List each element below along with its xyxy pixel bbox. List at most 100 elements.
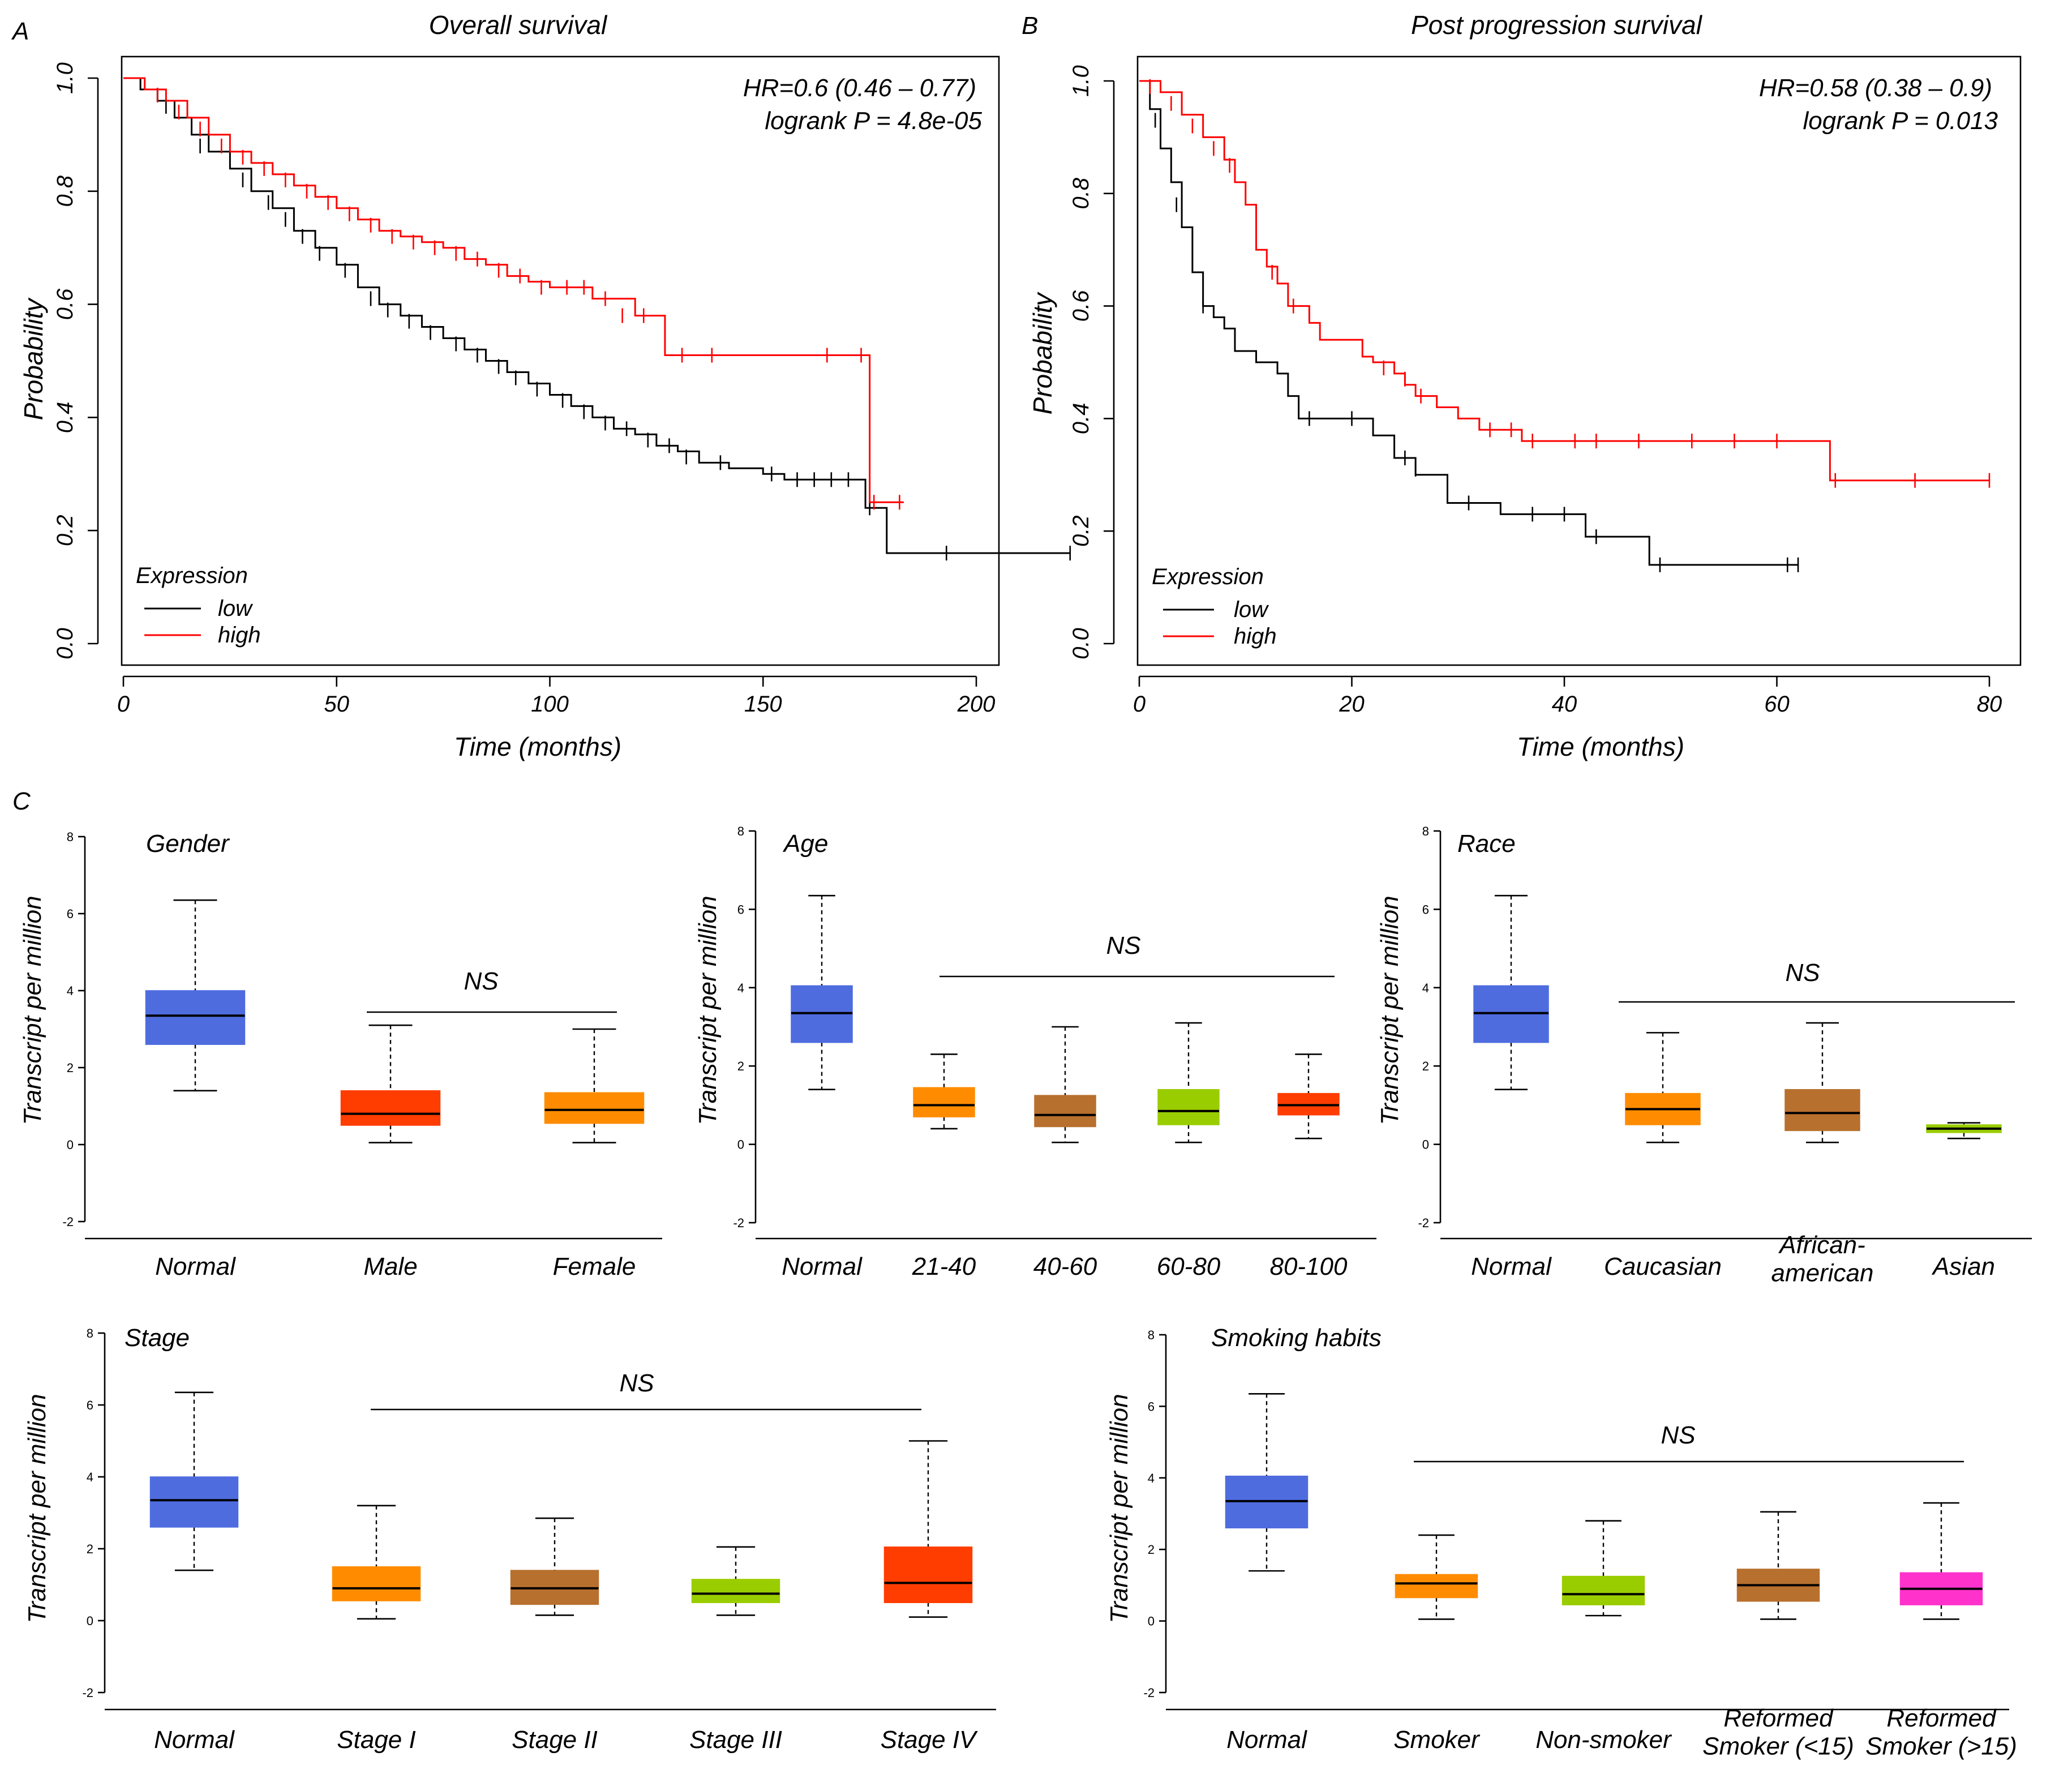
category-label: Smoker	[1393, 1726, 1481, 1754]
category-label: Normal	[154, 1726, 235, 1754]
chart-title: Overall survival	[429, 10, 608, 40]
category-label: Asian	[1931, 1253, 1995, 1280]
panel-label-c: C	[12, 787, 31, 815]
y-tick-label: 4	[67, 984, 74, 998]
y-tick-label: 0	[1422, 1138, 1429, 1152]
box-21-40	[913, 1087, 975, 1117]
y-tick-label: 0.8	[53, 175, 78, 207]
km-curve-low	[1139, 80, 1799, 566]
y-tick-label: -2	[733, 1216, 744, 1230]
chart-title: Post progression survival	[1411, 10, 1703, 40]
panel-label-a: A	[11, 18, 29, 45]
y-tick-label: 6	[1422, 902, 1429, 916]
logrank-annotation: logrank P = 4.8e-05	[765, 107, 982, 135]
boxplot-smoking-habits: Smoking habits NS Transcript per million…	[1105, 1324, 2017, 1760]
box-female	[544, 1092, 645, 1124]
x-tick-label: 50	[324, 692, 350, 717]
category-label: 60-80	[1157, 1253, 1221, 1280]
y-axis-label: Probability	[1028, 292, 1057, 415]
box-smoker	[1395, 1574, 1478, 1599]
category-label: Normal	[155, 1253, 236, 1280]
chart-title: Gender	[146, 830, 230, 858]
y-tick-label: 0.6	[53, 288, 78, 320]
plot-frame	[1136, 55, 2022, 666]
y-tick-label: 4	[87, 1470, 93, 1484]
km-curve-high	[123, 77, 904, 503]
x-axis-label: Time (months)	[454, 732, 621, 761]
x-tick-label: 0	[1133, 692, 1146, 717]
y-axis-label: Transcript per million	[1376, 896, 1404, 1125]
box-stage-i	[332, 1566, 421, 1601]
y-tick-label: -2	[1418, 1216, 1429, 1230]
y-tick-label: 0.4	[53, 402, 78, 434]
y-tick-label: -2	[62, 1215, 74, 1229]
box-60-80	[1157, 1089, 1220, 1125]
category-label: Normal	[1471, 1253, 1552, 1280]
legend-label-high: high	[1234, 624, 1277, 649]
legend-label-low: low	[1234, 597, 1269, 622]
x-tick-label: 150	[744, 692, 782, 717]
hr-annotation: HR=0.58 (0.38 – 0.9)	[1759, 74, 1992, 102]
y-tick-label: 4	[737, 981, 744, 995]
y-tick-label: 6	[737, 902, 744, 916]
significance-label: NS	[1106, 932, 1140, 959]
boxplot-age: Age NS Transcript per million -2 0 2 4 6 8 Nor…	[694, 824, 1376, 1280]
boxplot-stage: Stage NS Transcript per million -2 0 2 4 6 8 N…	[23, 1324, 996, 1754]
logrank-annotation: logrank P = 0.013	[1803, 107, 1998, 135]
box-male	[340, 1090, 441, 1126]
category-label: African-american	[1771, 1231, 1874, 1287]
km-plot-post-progression-survival: Post progression survival HR=0.58 (0.38 …	[1028, 10, 2022, 761]
y-tick-label: 1.0	[53, 62, 78, 94]
x-tick-label: 20	[1339, 692, 1365, 717]
x-tick-label: 0	[117, 692, 130, 717]
legend-title: Expression	[1152, 564, 1264, 589]
legend-label-high: high	[218, 623, 261, 648]
y-tick-label: 6	[87, 1398, 93, 1412]
y-tick-label: -2	[82, 1686, 93, 1700]
x-tick-label: 60	[1764, 692, 1790, 717]
y-axis-label: Transcript per million	[1105, 1394, 1133, 1623]
y-tick-label: 0	[737, 1138, 744, 1152]
legend-label-low: low	[218, 596, 254, 621]
category-label: Female	[553, 1253, 636, 1280]
y-tick-label: 8	[1422, 824, 1429, 838]
y-axis-label: Transcript per million	[19, 896, 46, 1125]
y-tick-label: 0.8	[1069, 177, 1093, 209]
x-tick-label: 40	[1552, 692, 1577, 717]
box-stage-iii	[691, 1579, 780, 1604]
category-label: Stage I	[337, 1726, 415, 1754]
box-stage-iv	[883, 1546, 973, 1603]
category-label: Reformed Smoker (>15)	[1865, 1704, 2017, 1760]
y-tick-label: 0	[1148, 1614, 1155, 1629]
x-tick-label: 200	[957, 692, 996, 717]
y-tick-label: 2	[87, 1542, 93, 1556]
y-tick-label: 8	[737, 824, 744, 838]
category-label: Stage IV	[881, 1726, 978, 1754]
y-tick-label: 8	[87, 1326, 93, 1340]
category-label: Normal	[1226, 1726, 1307, 1754]
category-label: 21-40	[912, 1253, 976, 1280]
y-tick-label: 0.4	[1069, 403, 1093, 435]
y-tick-label: 0.6	[1069, 290, 1093, 322]
category-label: 80-100	[1269, 1253, 1348, 1280]
panel-label-b: B	[1022, 12, 1038, 40]
y-tick-label: 6	[1148, 1399, 1155, 1413]
box-african-american	[1784, 1089, 1860, 1132]
y-tick-label: -2	[1143, 1686, 1155, 1700]
y-tick-label: 2	[737, 1059, 744, 1073]
y-tick-label: 2	[1148, 1543, 1155, 1557]
box-normal	[145, 990, 246, 1045]
y-tick-label: 4	[1148, 1471, 1155, 1485]
y-tick-label: 0	[67, 1138, 74, 1152]
chart-title: Race	[1457, 830, 1516, 858]
km-plot-overall-survival: Overall survival HR=0.6 (0.46 – 0.77) lo…	[19, 10, 1071, 761]
category-label: Caucasian	[1604, 1253, 1722, 1280]
legend-title: Expression	[136, 563, 248, 588]
y-axis-label: Probability	[19, 297, 48, 421]
y-tick-label: 1.0	[1069, 65, 1093, 97]
box-40-60	[1034, 1095, 1096, 1128]
y-tick-label: 0.2	[1069, 515, 1093, 547]
box-normal	[149, 1476, 239, 1528]
km-curve-low	[123, 77, 1070, 554]
hr-annotation: HR=0.6 (0.46 – 0.77)	[743, 74, 976, 102]
